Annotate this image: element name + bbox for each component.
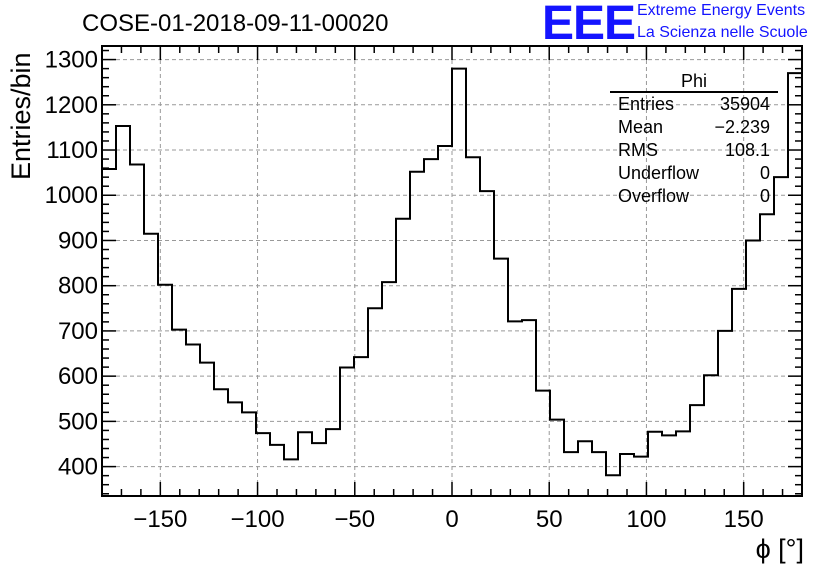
- stats-label: Mean: [618, 117, 664, 137]
- x-tick-label: −100: [231, 506, 285, 533]
- x-tick-label: 50: [536, 506, 563, 533]
- tick-labels: −150 −100 −50 0 50 100 150 400 500 600 700 800 900 10…: [45, 47, 764, 533]
- x-tick-label: 100: [626, 506, 666, 533]
- stats-value: −2.239: [714, 117, 770, 137]
- y-tick-label: 1300: [45, 47, 98, 74]
- stats-row-entries: Entries 35904: [610, 93, 778, 116]
- stats-label: RMS: [618, 140, 658, 160]
- stats-value: 0: [759, 163, 770, 183]
- stats-row-rms: RMS 108.1: [610, 139, 778, 162]
- x-tick-label: 0: [445, 506, 458, 533]
- x-tick-label: 150: [724, 506, 764, 533]
- stats-value: 0: [759, 186, 770, 206]
- logo-line-1: Extreme Energy Events: [637, 2, 806, 19]
- y-tick-label: 1000: [45, 182, 98, 209]
- stats-value: 35904: [719, 94, 770, 114]
- stats-label: Underflow: [618, 163, 700, 183]
- logo-line-2: La Scienza nelle Scuole: [637, 24, 808, 41]
- stats-label: Overflow: [618, 186, 690, 206]
- stats-row-underflow: Underflow 0: [610, 162, 778, 185]
- stats-row-mean: Mean −2.239: [610, 116, 778, 139]
- stats-box: Phi Entries 35904 Mean −2.239 RMS 108.1 …: [610, 70, 778, 208]
- y-axis-label: Entries/bin: [6, 52, 36, 180]
- x-tick-label: −150: [133, 506, 187, 533]
- y-tick-label: 600: [58, 363, 98, 390]
- x-tick-label: −50: [334, 506, 375, 533]
- y-tick-label: 800: [58, 273, 98, 300]
- y-tick-label: 700: [58, 318, 98, 345]
- chart-title: COSE-01-2018-09-11-00020: [82, 10, 389, 37]
- y-tick-label: 500: [58, 408, 98, 435]
- plot-frame: [101, 45, 803, 497]
- y-tick-label: 400: [58, 454, 98, 481]
- x-axis-label: ϕ [°]: [755, 534, 804, 564]
- stats-label: Entries: [618, 94, 675, 114]
- stats-title: Phi: [610, 70, 778, 93]
- stats-value: 108.1: [724, 140, 770, 160]
- eee-logo: EEE: [542, 0, 636, 50]
- y-tick-label: 900: [58, 227, 98, 254]
- stats-row-overflow: Overflow 0: [610, 185, 778, 208]
- histogram-line: [102, 67, 802, 477]
- y-tick-label: 1100: [46, 137, 98, 164]
- y-tick-label: 1200: [45, 92, 98, 119]
